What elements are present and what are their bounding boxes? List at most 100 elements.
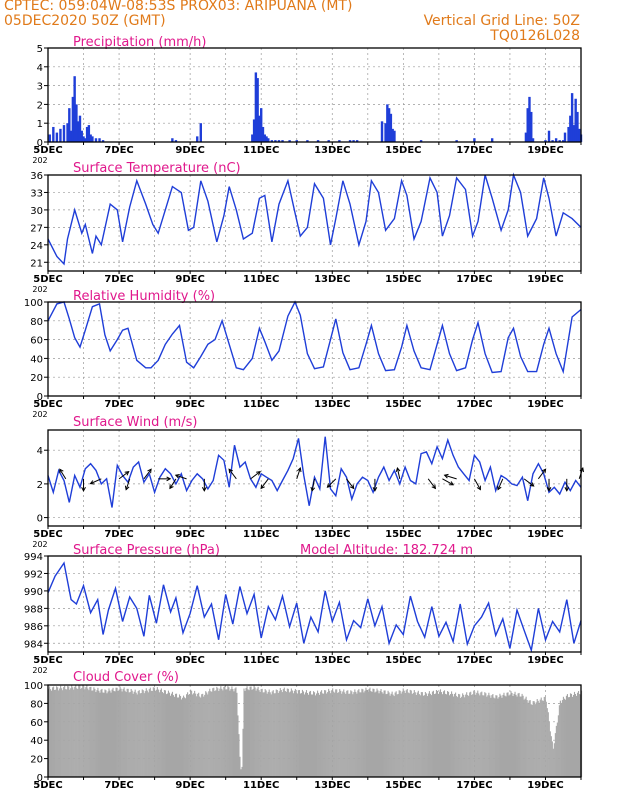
- cloud-bar: [340, 690, 342, 777]
- cloud-bar: [206, 692, 208, 777]
- wind-arrow-head: [476, 485, 481, 491]
- cloud-bar: [528, 700, 530, 777]
- cloud-bar: [364, 690, 366, 777]
- x-tick-label: 11DEC: [243, 274, 279, 285]
- cloud-bar: [93, 687, 95, 777]
- y-tick-label: 3: [37, 82, 43, 93]
- y-tick-label: 27: [30, 223, 43, 234]
- cloud-bar: [337, 692, 339, 777]
- cloud-bar: [335, 689, 337, 777]
- cloud-bar: [184, 697, 186, 777]
- cloud-bar: [311, 694, 314, 777]
- cloud-bar: [550, 736, 552, 777]
- cloud-bar: [539, 699, 541, 777]
- cloud-bar: [265, 690, 267, 777]
- cloud-bar: [473, 690, 475, 777]
- x-tick-label: 13DEC: [314, 655, 350, 666]
- cloud-bar: [76, 688, 78, 777]
- y-tick-label: 992: [24, 569, 43, 580]
- cloud-bar: [212, 688, 214, 777]
- x-tick-label: 15DEC: [385, 274, 421, 285]
- cloud-bar: [232, 689, 234, 777]
- wind-arrow-head: [166, 476, 172, 482]
- cloud-bar: [190, 689, 192, 777]
- cloud-bar: [268, 689, 270, 777]
- wind-arrow-head: [260, 484, 265, 490]
- cloud-bar: [107, 691, 109, 777]
- cloud-bar: [133, 691, 135, 777]
- precip-bar: [563, 132, 567, 142]
- cloud-bar: [155, 689, 157, 777]
- cloud-bar: [148, 689, 150, 777]
- cloud-bar: [139, 693, 141, 777]
- x-year-stub: 202: [32, 540, 47, 549]
- cloud-bar: [225, 689, 227, 777]
- cloud-bar: [152, 687, 154, 777]
- cloud-bar: [199, 696, 201, 777]
- cloud-bar: [565, 695, 567, 777]
- cloud-bar: [556, 722, 558, 777]
- cloud-bar: [140, 693, 142, 777]
- cloud-bar: [357, 690, 359, 777]
- precip-bar: [473, 138, 476, 142]
- cloud-bar: [478, 693, 480, 777]
- precip-bar: [261, 126, 265, 142]
- cloud-bar: [386, 693, 388, 777]
- cloud-bar: [182, 697, 184, 777]
- cloud-bar: [143, 693, 145, 777]
- y-tick-label: 1: [37, 119, 43, 130]
- cloud-bar: [276, 689, 278, 777]
- y-tick-label: 994: [24, 552, 43, 563]
- cloud-bar: [177, 697, 180, 777]
- x-tick-label: 19DEC: [527, 145, 563, 156]
- cloud-bar: [489, 695, 491, 777]
- cloud-bar: [306, 692, 309, 777]
- cloud-bar: [263, 692, 265, 777]
- cloud-bar: [417, 690, 419, 777]
- cloud-bar: [540, 697, 542, 777]
- cloud-bar: [405, 690, 407, 777]
- cloud-bar: [452, 693, 454, 777]
- cloud-bar: [321, 690, 323, 777]
- cloud-bar: [300, 693, 302, 777]
- cloud-bar: [532, 701, 534, 777]
- cloud-bar: [302, 691, 305, 777]
- cloud-bar: [298, 689, 300, 777]
- cloud-bar: [553, 743, 555, 777]
- cloud-bar: [381, 692, 383, 777]
- cloud-bar: [568, 697, 571, 777]
- precip-bar: [270, 140, 274, 142]
- cloud-bar: [461, 696, 463, 777]
- cloud-bar: [334, 692, 336, 777]
- precip-bar: [558, 140, 561, 142]
- cloud-bar: [490, 697, 492, 777]
- cloud-bar: [67, 685, 69, 777]
- cloud-bar: [87, 688, 89, 777]
- cloud-bar: [348, 693, 350, 777]
- cloud-bar: [459, 694, 461, 777]
- cloud-bar: [462, 693, 464, 777]
- cloud-bar: [250, 686, 252, 777]
- cloud-bar: [296, 693, 298, 777]
- precip-bar: [393, 130, 396, 142]
- panel-title: Surface Wind (m/s): [73, 415, 197, 430]
- cloud-bar: [183, 695, 185, 777]
- cloud-bar: [402, 688, 404, 777]
- cloud-bar: [368, 689, 370, 777]
- cloud-bar: [353, 692, 355, 777]
- cloud-bar: [127, 688, 129, 777]
- precip-bar: [570, 93, 574, 142]
- cloud-bar: [301, 689, 304, 777]
- precip-bar: [69, 130, 73, 142]
- y-tick-label: 5: [37, 44, 43, 55]
- precip-bar: [75, 104, 78, 142]
- precip-bar: [251, 134, 254, 142]
- precip-bar: [544, 140, 547, 142]
- cloud-bar: [358, 689, 360, 777]
- y-tick-label: 20: [30, 755, 43, 766]
- cloud-bar: [542, 700, 544, 777]
- cloud-bar: [578, 694, 581, 777]
- precip-bar: [62, 125, 66, 142]
- precip-bar: [256, 78, 259, 142]
- precip-bar: [327, 140, 330, 142]
